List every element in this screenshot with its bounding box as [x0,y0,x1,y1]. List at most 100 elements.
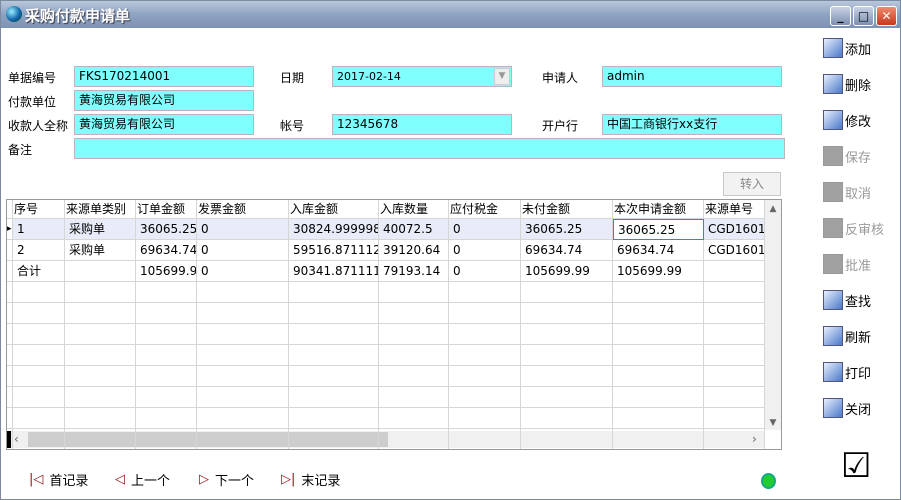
empty-cell[interactable] [521,387,613,408]
grid-cell[interactable]: 36065.25 [613,219,704,240]
empty-cell[interactable] [65,324,136,345]
first-record-button[interactable]: |◁ 首记录 [29,470,88,489]
empty-cell[interactable] [521,429,613,449]
empty-cell[interactable] [136,387,197,408]
toolbar-approve-button[interactable]: 批准 [823,252,871,276]
toolbar-printer-button[interactable]: 打印 [823,360,871,384]
empty-cell[interactable] [65,282,136,303]
empty-cell[interactable] [379,282,449,303]
grid-cell[interactable]: 69634.74 [613,240,704,261]
empty-cell[interactable] [136,429,197,449]
empty-cell[interactable] [13,366,65,387]
scroll-up-icon[interactable]: ▲ [769,204,777,214]
empty-cell[interactable] [379,366,449,387]
toolbar-delete-hand-button[interactable]: 删除 [823,72,871,96]
empty-cell[interactable] [13,429,65,449]
transfer-button[interactable]: 转入 [723,172,781,196]
grid-cell[interactable]: 105699.99 [136,261,197,282]
empty-cell[interactable] [379,408,449,429]
grid-cell[interactable]: 采购单 [65,219,136,240]
toolbar-unaudit-button[interactable]: 反审核 [823,216,884,240]
row-header[interactable] [7,429,13,449]
grid-cell[interactable] [704,261,765,282]
row-header[interactable] [7,261,13,282]
grid-cell[interactable]: 0 [449,219,521,240]
empty-cell[interactable] [289,324,379,345]
prev-record-button[interactable]: ◁ 上一个 [115,470,170,489]
grid-cell[interactable]: 105699.99 [613,261,704,282]
empty-cell[interactable] [379,345,449,366]
column-header[interactable]: 序号 [13,200,65,219]
grid-cell[interactable]: 合计 [13,261,65,282]
empty-cell[interactable] [613,345,704,366]
empty-cell[interactable] [197,366,289,387]
grid-cell[interactable]: 90341.8711111 [289,261,379,282]
empty-cell[interactable] [136,345,197,366]
empty-cell[interactable] [379,387,449,408]
empty-cell[interactable] [704,324,765,345]
row-header[interactable] [7,324,13,345]
toolbar-exit-button[interactable]: 关闭 [823,396,871,420]
empty-cell[interactable] [65,387,136,408]
empty-cell[interactable] [704,345,765,366]
empty-cell[interactable] [13,408,65,429]
empty-cell[interactable] [289,429,379,449]
empty-cell[interactable] [197,345,289,366]
column-header[interactable]: 来源单类别 [65,200,136,219]
grid-cell[interactable]: 0 [449,261,521,282]
row-header[interactable] [7,366,13,387]
chevron-down-icon[interactable]: ▼ [494,68,510,85]
empty-cell[interactable] [197,387,289,408]
empty-cell[interactable] [613,282,704,303]
empty-cell[interactable] [449,387,521,408]
toolbar-save-button[interactable]: 保存 [823,144,871,168]
grid-cell[interactable] [65,261,136,282]
empty-cell[interactable] [613,303,704,324]
empty-cell[interactable] [449,429,521,449]
bank-input[interactable]: 中国工商银行xx支行 [602,114,782,135]
scroll-left-icon[interactable]: ‹ [14,432,19,446]
vertical-scrollbar[interactable]: ▲ ▼ [765,200,781,430]
toolbar-edit-button[interactable]: 修改 [823,108,871,132]
empty-cell[interactable] [704,303,765,324]
empty-cell[interactable] [289,387,379,408]
empty-cell[interactable] [613,324,704,345]
empty-cell[interactable] [136,303,197,324]
empty-cell[interactable] [136,282,197,303]
grid-cell[interactable]: 79193.14 [379,261,449,282]
empty-cell[interactable] [449,324,521,345]
row-header[interactable] [7,345,13,366]
row-header[interactable] [7,387,13,408]
empty-cell[interactable] [65,429,136,449]
maximize-button[interactable]: □ [853,6,874,26]
grid-cell[interactable]: 69634.74 [136,240,197,261]
column-header[interactable]: 未付金额 [521,200,613,219]
grid-cell[interactable]: 2 [13,240,65,261]
grid-cell[interactable]: 40072.5 [379,219,449,240]
account-input[interactable]: 12345678 [332,114,512,135]
empty-cell[interactable] [289,345,379,366]
empty-cell[interactable] [521,366,613,387]
grid-cell[interactable]: 39120.64 [379,240,449,261]
empty-cell[interactable] [613,408,704,429]
empty-cell[interactable] [449,408,521,429]
grid-cell[interactable]: 0 [197,261,289,282]
empty-cell[interactable] [65,366,136,387]
empty-cell[interactable] [197,324,289,345]
empty-cell[interactable] [521,303,613,324]
empty-cell[interactable] [521,282,613,303]
grid-cell[interactable]: 1 [13,219,65,240]
empty-cell[interactable] [289,408,379,429]
current-row-icon[interactable]: ▸ [7,219,13,240]
scroll-right-icon[interactable]: › [752,432,757,446]
toolbar-refresh-button[interactable]: 刷新 [823,324,871,348]
empty-cell[interactable] [704,366,765,387]
empty-cell[interactable] [613,366,704,387]
payer-input[interactable]: 黄海贸易有限公司 [74,90,254,111]
empty-cell[interactable] [379,324,449,345]
row-header[interactable] [7,240,13,261]
row-header[interactable] [7,408,13,429]
empty-cell[interactable] [704,387,765,408]
empty-cell[interactable] [704,429,765,449]
column-header[interactable]: 订单金额 [136,200,197,219]
